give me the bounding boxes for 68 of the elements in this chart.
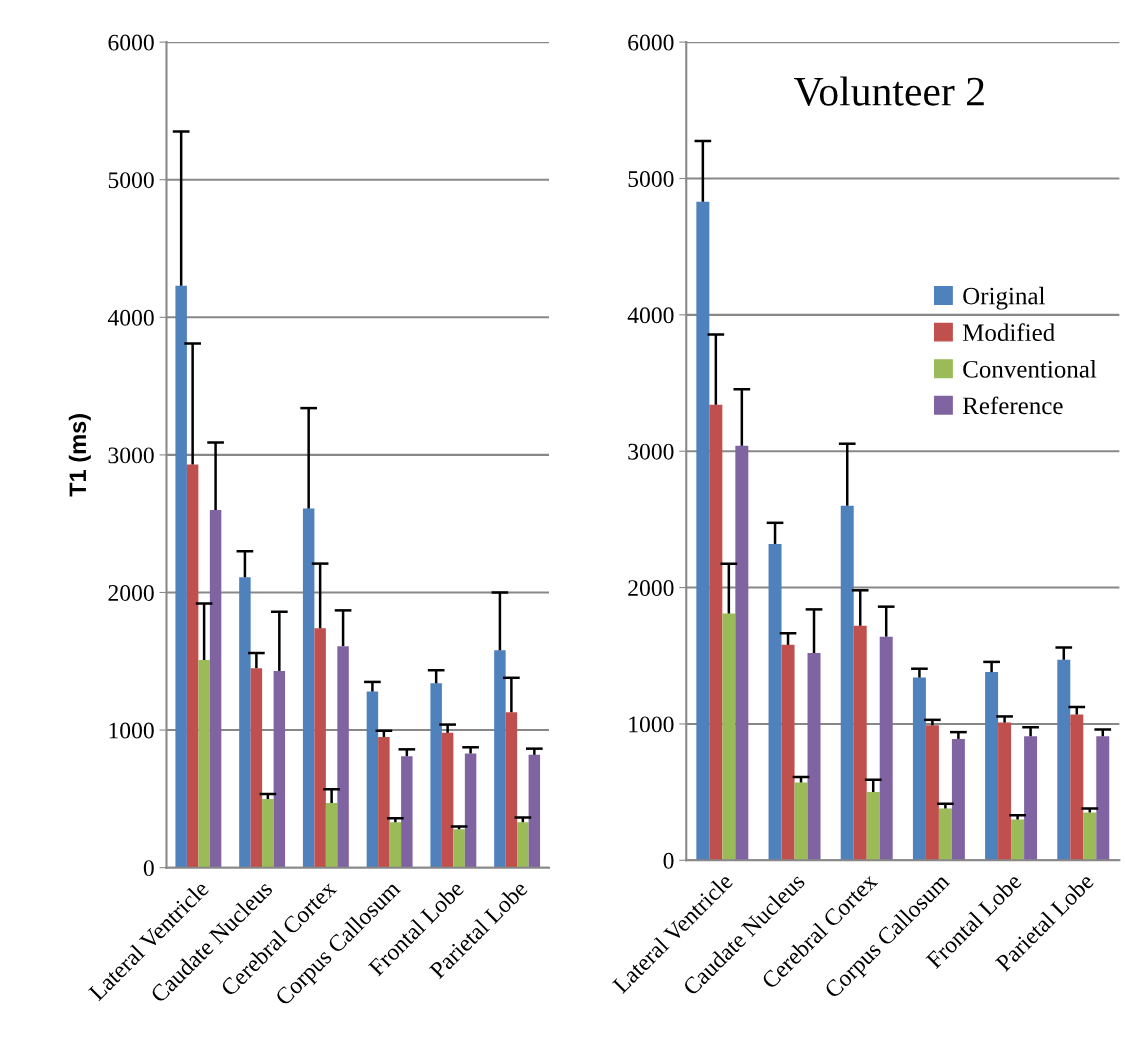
bar [464,753,477,868]
bar [366,691,379,868]
bar [325,803,338,868]
bar [925,725,939,861]
bar [453,829,465,868]
bar [505,712,518,868]
bar [250,668,263,868]
bar [768,543,782,861]
y-tick-label: 2000 [108,584,154,601]
bar [430,683,442,868]
bar [528,754,541,868]
legend-label: Modified [962,323,1055,342]
bar [441,732,454,868]
y-tick-label: 2000 [628,580,674,596]
bar [866,792,880,861]
y-tick-label: 6000 [628,34,674,51]
bar [378,736,390,868]
bar [807,653,821,861]
bar [951,738,965,861]
bar [709,404,723,861]
legend-label: Original [963,286,1045,310]
bar [401,756,413,868]
bar [517,822,529,868]
bar [1083,812,1097,861]
bar [722,613,736,861]
bar [1096,736,1110,861]
bar [175,285,187,868]
bar [273,670,286,868]
bar [494,650,506,868]
y-tick-label: 5000 [108,172,154,189]
y-tick-label: 0 [663,852,674,869]
bar [998,722,1012,861]
legend-label: Conventional [963,360,1097,378]
bar [853,625,867,861]
y-tick-label: 0 [143,860,154,877]
legend-label: Reference [962,396,1063,415]
bar [985,672,999,861]
y-tick-label: 4000 [107,309,154,326]
bar [239,577,251,868]
text: Volunteer 2 [794,76,984,106]
y-tick-label: 5000 [628,170,674,187]
bar [302,508,315,868]
y-axis-title: T1 (ms) [68,414,91,497]
bar [735,445,749,861]
bar [1011,819,1025,861]
bar [337,646,349,868]
bar [938,808,952,861]
y-tick-label: 6000 [108,34,154,51]
bar [186,464,199,868]
bar [1057,659,1071,861]
y-tick-label: 1000 [109,722,154,739]
bar [879,636,893,861]
bar [696,201,710,861]
y-tick-label: 3000 [108,447,154,464]
bar [912,677,926,861]
y-tick-label: 3000 [628,443,674,460]
bar [314,628,326,868]
y-tick-label: 4000 [627,307,674,324]
bar [198,659,210,868]
bar [1070,714,1084,861]
bar [389,822,402,868]
bar [781,644,795,861]
bar [840,505,854,861]
bar [209,509,222,868]
bar [262,798,274,868]
y-tick-label: 1000 [629,716,674,733]
bar [794,782,808,861]
bar [1024,736,1038,861]
